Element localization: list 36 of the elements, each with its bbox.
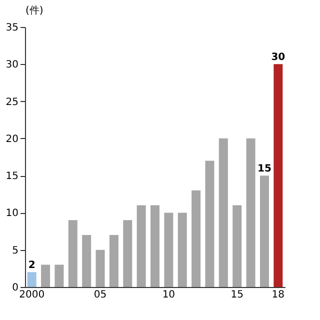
- bar: [68, 220, 78, 287]
- y-tick-label: 20: [6, 134, 18, 145]
- bar: [205, 160, 214, 287]
- bar: [82, 235, 92, 287]
- bar: [96, 250, 105, 287]
- bar: [274, 64, 283, 287]
- bar: [136, 205, 146, 287]
- x-tick-label: 05: [94, 290, 107, 300]
- bar: [192, 190, 201, 287]
- bar: [27, 272, 36, 287]
- y-tick-label: 35: [6, 22, 18, 34]
- y-tick-label: 0: [12, 282, 18, 294]
- bar: [246, 138, 256, 287]
- x-tick-label: 10: [162, 290, 176, 300]
- bar: [178, 212, 187, 287]
- bar: [164, 212, 174, 287]
- y-tick-label: 30: [6, 60, 18, 71]
- y-tick-label: 25: [6, 96, 18, 108]
- bar: [218, 138, 228, 287]
- y-axis-title: (件): [26, 6, 44, 16]
- bar: [109, 235, 118, 287]
- y-tick-label: 5: [12, 245, 18, 256]
- data-label: 30: [271, 52, 286, 64]
- data-label: 15: [258, 164, 272, 175]
- bar: [150, 205, 160, 287]
- y-tick-label: 15: [6, 171, 18, 182]
- x-tick-label: 2000: [19, 290, 45, 300]
- bar: [123, 220, 132, 287]
- x-tick-label: 15: [230, 290, 244, 300]
- bar: [260, 176, 269, 287]
- data-label: 2: [28, 260, 36, 272]
- bar: [41, 264, 50, 287]
- y-tick-label: 10: [6, 208, 18, 220]
- bar: [54, 264, 64, 287]
- x-tick-label: 18: [272, 290, 285, 300]
- bar: [232, 205, 242, 287]
